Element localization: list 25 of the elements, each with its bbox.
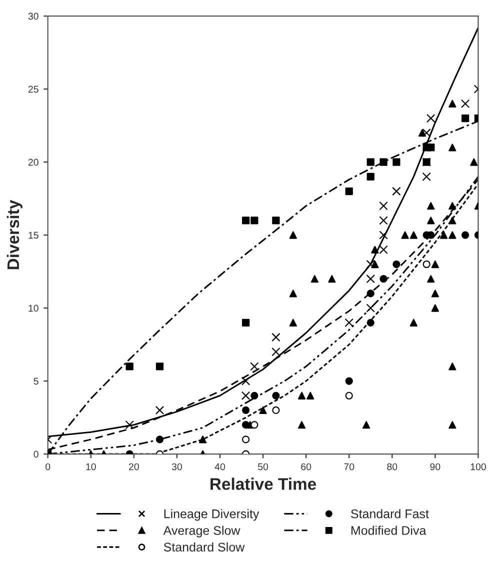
legend-label: Lineage Diversity: [164, 509, 260, 521]
legend-label: Standard Fast: [351, 509, 429, 518]
x-tick-label: 0: [46, 463, 50, 470]
legend-label: Average Slow: [163, 526, 240, 538]
y-tick-label: 15: [28, 232, 38, 239]
x-tick-label: 40: [214, 463, 226, 470]
x-tick-label: 70: [344, 463, 354, 470]
y-tick-label: 5: [34, 378, 38, 385]
y-axis-title: Diversity: [6, 200, 22, 270]
x-tick-label: 20: [128, 463, 139, 470]
y-tick-label: 25: [28, 86, 38, 93]
y-tick-label: 0: [34, 450, 38, 458]
x-tick-label: 30: [172, 463, 182, 470]
x-axis-title: Relative Time: [210, 478, 316, 490]
x-tick-label: 10: [86, 463, 96, 470]
x-tick-label: 60: [301, 463, 312, 470]
legend-label: Modified Diva: [351, 526, 426, 535]
y-tick-label: 20: [28, 158, 38, 166]
y-tick-label: 10: [28, 304, 38, 312]
x-tick-label: 50: [258, 463, 268, 470]
legend-label: Standard Slow: [164, 542, 245, 552]
x-tick-label: 90: [430, 463, 440, 470]
x-tick-label: 100: [470, 463, 486, 470]
y-tick-label: 30: [28, 12, 38, 20]
x-tick-label: 80: [387, 463, 398, 470]
